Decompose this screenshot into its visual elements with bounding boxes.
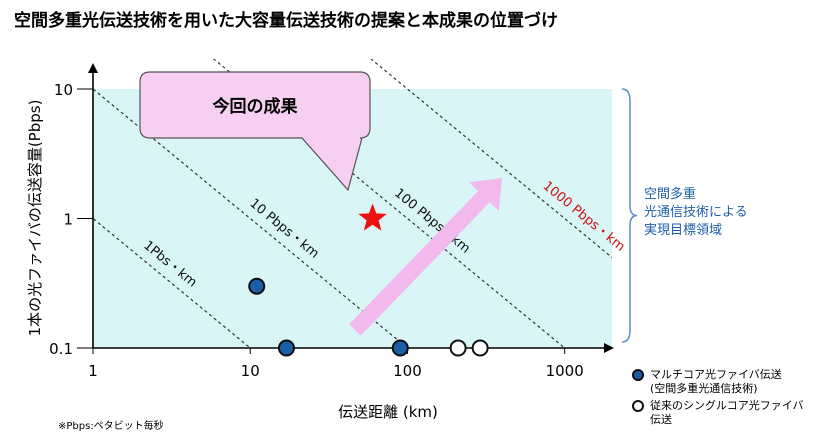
footnote: ※Pbps:ペタビット毎秒 bbox=[58, 421, 164, 432]
multicore-point bbox=[391, 339, 409, 357]
multicore-point bbox=[248, 277, 266, 295]
x-tick-label: 1 bbox=[88, 362, 98, 380]
target-region-label-line: 空間多重 bbox=[644, 187, 697, 202]
legend-item-multicore: マルチコア光ファイバ伝送 (空間多重光通信技術) bbox=[632, 368, 804, 396]
singlecore-point bbox=[449, 339, 467, 357]
target-region-label-line: 実現目標領域 bbox=[644, 223, 723, 238]
legend-label: (空間多重光通信技術) bbox=[650, 382, 758, 395]
x-tick-label: 10 bbox=[241, 362, 260, 380]
target-region-label-line: 光通信技術による bbox=[644, 205, 748, 220]
filled-circle-icon bbox=[632, 369, 644, 381]
y-tick-label: 0.1 bbox=[49, 340, 73, 358]
y-axis-label: 1本の光ファイバの伝送容量(Pbps) bbox=[26, 100, 44, 337]
x-axis-label: 伝送距離 (km) bbox=[338, 403, 438, 421]
improvement-arrow bbox=[349, 178, 502, 336]
page-title: 空間多重光伝送技術を用いた大容量伝送技術の提案と本成果の位置づけ bbox=[14, 11, 558, 31]
multicore-point bbox=[277, 339, 295, 357]
result-callout bbox=[139, 71, 371, 192]
legend-label: 伝送 bbox=[650, 413, 672, 426]
y-tick-label: 1 bbox=[63, 211, 73, 229]
x-axis-arrowhead bbox=[604, 343, 614, 353]
x-tick-label: 1000 bbox=[546, 362, 584, 380]
legend-label: マルチコア光ファイバ伝送 bbox=[650, 368, 782, 381]
callout-text: 今回の成果 bbox=[213, 96, 298, 117]
legend-item-singlecore: 従来のシングルコア光ファイバ 伝送 bbox=[632, 399, 804, 427]
y-axis-arrowhead bbox=[88, 63, 98, 73]
y-tick-label: 10 bbox=[54, 81, 73, 99]
target-region-label: 空間多重 光通信技術による 実現目標領域 bbox=[644, 186, 748, 240]
result-star bbox=[358, 203, 387, 231]
x-tick-label: 100 bbox=[393, 362, 422, 380]
legend: マルチコア光ファイバ伝送 (空間多重光通信技術) 従来のシングルコア光ファイバ … bbox=[632, 368, 804, 430]
singlecore-point bbox=[471, 339, 489, 357]
target-region-bracket bbox=[621, 88, 638, 343]
open-circle-icon bbox=[632, 400, 644, 412]
legend-label: 従来のシングルコア光ファイバ bbox=[650, 399, 804, 412]
